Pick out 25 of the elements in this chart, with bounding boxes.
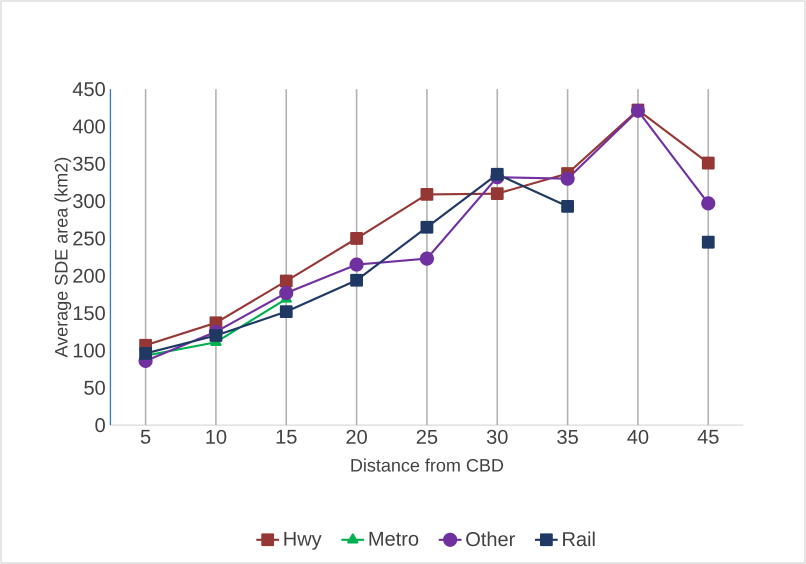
y-tick-label: 400: [72, 119, 105, 134]
x-tick-label: 15: [276, 430, 297, 444]
x-tick-label: 40: [627, 430, 648, 444]
y-tick-label: 200: [73, 268, 105, 283]
y-tick-label: 50: [84, 380, 105, 395]
legend-label: Other: [466, 532, 515, 546]
y-tick-label: 250: [73, 231, 105, 246]
legend-label: Hwy: [284, 532, 322, 550]
y-tick-label: 0: [95, 418, 105, 432]
y-tick-label: 300: [73, 194, 105, 208]
x-axis-title: Distance from CBD: [351, 458, 504, 472]
y-tick-label: 450: [72, 82, 105, 96]
x-tick-label: 10: [206, 430, 226, 444]
x-tick-label: 45: [698, 430, 719, 444]
y-tick-label: 350: [73, 156, 105, 171]
y-tick-label: 150: [74, 306, 105, 320]
y-axis-title: Average SDE area (km2): [54, 158, 72, 358]
x-tick-label: 35: [557, 430, 578, 444]
x-tick-label: 5: [140, 430, 150, 444]
x-tick-label: 30: [486, 430, 508, 444]
y-tick-label: 100: [74, 343, 105, 358]
x-tick-label: 25: [416, 430, 438, 444]
legend-label: Rail: [563, 532, 595, 546]
x-tick-label: 20: [346, 430, 367, 444]
legend-label: Metro: [370, 532, 418, 546]
